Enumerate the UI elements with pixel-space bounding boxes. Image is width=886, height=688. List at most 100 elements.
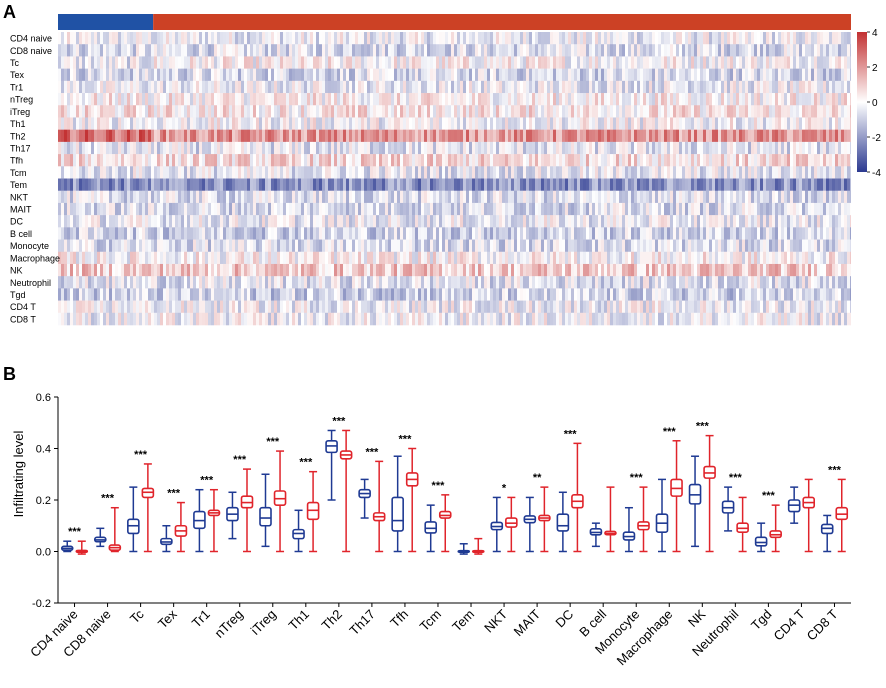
heatmap-cell [634, 154, 637, 167]
heatmap-cell [403, 80, 406, 94]
heatmap-cell [178, 239, 181, 253]
heatmap-cell [259, 129, 262, 143]
heatmap-cell [469, 154, 472, 167]
heatmap-cell [850, 105, 851, 118]
heatmap-cell [646, 178, 649, 192]
heatmap-cell [589, 141, 592, 155]
heatmap-cell [145, 215, 148, 228]
heatmap-cell [106, 80, 109, 94]
heatmap-cell [535, 239, 538, 253]
heatmap-cell [169, 190, 172, 204]
heatmap-cell [352, 190, 355, 204]
heatmap-row-label: Tcm [10, 168, 27, 178]
heatmap-cell [454, 44, 457, 57]
heatmap-cell [637, 32, 640, 45]
heatmap-cell [229, 154, 232, 167]
heatmap-cell [115, 93, 118, 106]
heatmap-cell [151, 166, 154, 179]
heatmap-cell [262, 117, 265, 130]
heatmap-cell [772, 93, 775, 106]
heatmap-cell [457, 105, 460, 118]
heatmap-cell [196, 80, 199, 94]
heatmap-cell [199, 117, 202, 130]
heatmap-cell [73, 68, 76, 82]
heatmap-cell [574, 239, 577, 253]
heatmap-cell [532, 178, 535, 192]
heatmap-cell [301, 68, 304, 82]
heatmap-cell [745, 68, 748, 82]
heatmap-cell [703, 68, 706, 82]
heatmap-cell [754, 68, 757, 82]
heatmap-cell [694, 117, 697, 130]
heatmap-cell [688, 80, 691, 94]
heatmap-cell [625, 178, 628, 192]
heatmap-cell [202, 117, 205, 130]
heatmap-cell [664, 227, 667, 240]
heatmap-cell [406, 227, 409, 240]
heatmap-cell [388, 105, 391, 118]
heatmap-cell [475, 44, 478, 57]
heatmap-cell [700, 117, 703, 130]
heatmap-cell [619, 93, 622, 106]
heatmap-cell [547, 105, 550, 118]
heatmap-cell [697, 178, 700, 192]
heatmap-cell [430, 44, 433, 57]
heatmap-cell [415, 56, 418, 69]
heatmap-cell [121, 68, 124, 82]
heatmap-cell [850, 141, 851, 155]
heatmap-cell [748, 93, 751, 106]
heatmap-cell [835, 68, 838, 82]
heatmap-cell [832, 68, 835, 82]
heatmap-cell [358, 129, 361, 143]
heatmap-cell [415, 202, 418, 216]
heatmap-cell [487, 129, 490, 143]
heatmap-cell [118, 154, 121, 167]
heatmap-cell [586, 44, 589, 57]
heatmap-cell [223, 68, 226, 82]
heatmap-cell [283, 251, 286, 265]
heatmap-cell [460, 44, 463, 57]
heatmap-cell [394, 93, 397, 106]
heatmap-cell [163, 251, 166, 265]
heatmap-cell [601, 141, 604, 155]
heatmap-cell [265, 68, 268, 82]
heatmap-cell [100, 80, 103, 94]
heatmap-cell [580, 141, 583, 155]
heatmap-cell [352, 80, 355, 94]
heatmap-cell [583, 166, 586, 179]
heatmap-cell [64, 80, 67, 94]
heatmap-cell [583, 44, 586, 57]
heatmap-cell [514, 141, 517, 155]
heatmap-cell [151, 80, 154, 94]
heatmap-cell [499, 93, 502, 106]
heatmap-cell [418, 56, 421, 69]
heatmap-cell [79, 44, 82, 57]
heatmap-cell [835, 141, 838, 155]
heatmap-cell [145, 154, 148, 167]
heatmap-cell [286, 166, 289, 179]
heatmap-cell [559, 80, 562, 94]
heatmap-cell [433, 239, 436, 253]
heatmap-cell [289, 166, 292, 179]
heatmap-cell [832, 141, 835, 155]
heatmap-cell [82, 44, 85, 57]
heatmap-cell [94, 154, 97, 167]
heatmap-cell [349, 68, 352, 82]
heatmap-cell [685, 68, 688, 82]
heatmap-cell [148, 32, 151, 45]
heatmap-cell [643, 105, 646, 118]
heatmap-cell [739, 32, 742, 45]
heatmap-cell [718, 93, 721, 106]
heatmap-cell [718, 202, 721, 216]
heatmap-cell [688, 68, 691, 82]
heatmap-cell [475, 56, 478, 69]
heatmap-cell [529, 56, 532, 69]
heatmap-cell [769, 44, 772, 57]
heatmap-cell [583, 105, 586, 118]
heatmap-cell [583, 117, 586, 130]
heatmap-cell [787, 141, 790, 155]
heatmap-cell [784, 239, 787, 253]
heatmap-cell [652, 80, 655, 94]
heatmap-cell [82, 166, 85, 179]
heatmap-cell [184, 227, 187, 240]
